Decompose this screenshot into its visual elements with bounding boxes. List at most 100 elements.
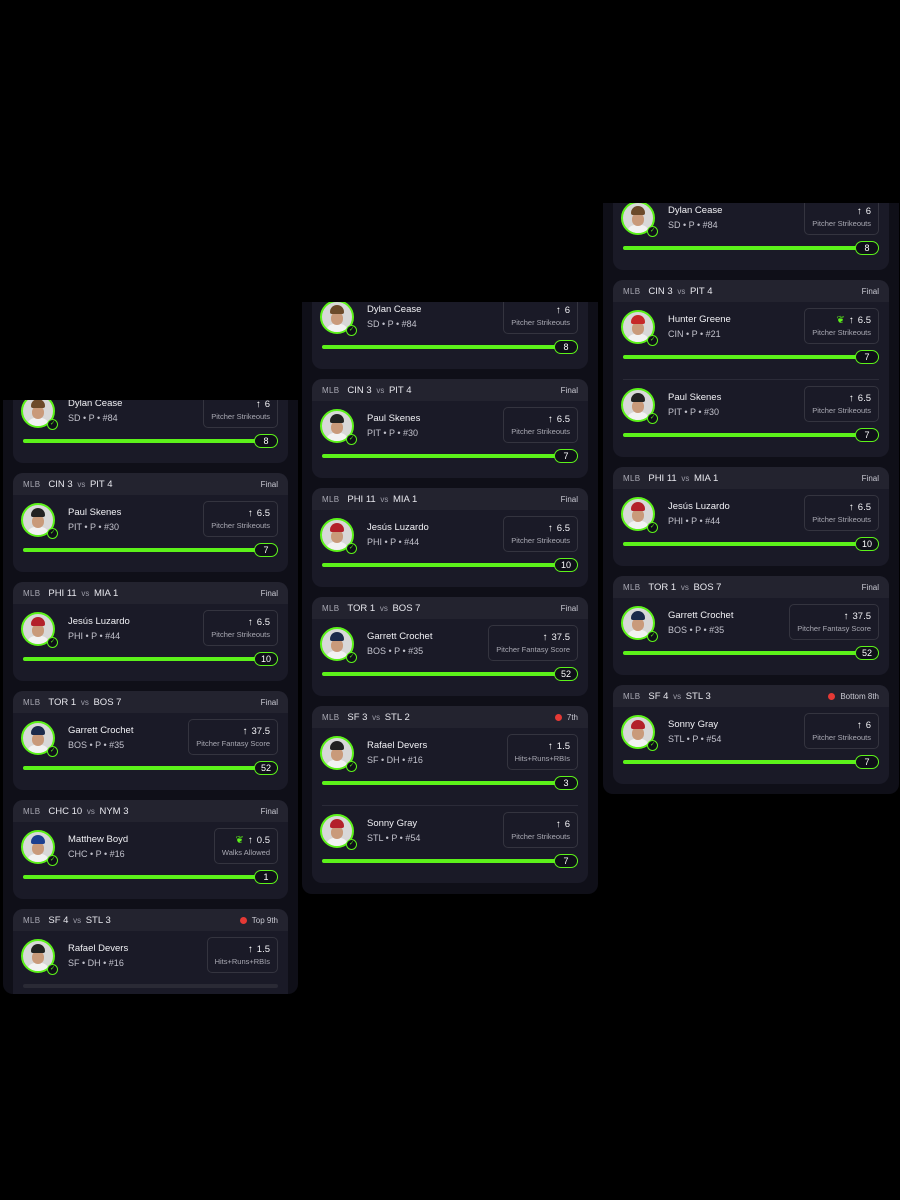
player-name: Paul Skenes	[668, 392, 722, 403]
away-score: 11	[365, 493, 376, 505]
progress-fill	[322, 781, 578, 785]
away-score: 3	[67, 478, 73, 490]
league-label: MLB	[623, 473, 641, 483]
game-card[interactable]: MLB PHI 11 vs MIA 1 Final ✓ Jesús Luzardo PHI…	[13, 582, 288, 681]
check-icon: ✓	[47, 637, 58, 648]
prop-line-box[interactable]: ↑ 6.5 Pitcher Strikeouts	[503, 516, 578, 552]
matchup: TOR 1 vs BOS 7	[648, 582, 721, 593]
prop-line-box[interactable]: ↑ 37.5 Pitcher Fantasy Score	[789, 604, 879, 640]
prop-stat-label: Hits+Runs+RBIs	[214, 957, 270, 966]
progress-bar: 10	[623, 537, 879, 551]
game-status: Bottom 8th	[828, 692, 879, 701]
prop-value: 6	[865, 720, 871, 731]
avatar-face	[331, 826, 343, 839]
game-card[interactable]: MLB SF 4 vs STL 3 Bottom 8th ✓ Sonny Gray STL…	[613, 685, 889, 784]
arrow-up-icon: ↑	[848, 502, 854, 513]
game-card[interactable]: MLB TOR 1 vs BOS 7 Final ✓ Garrett Crochet BO…	[13, 691, 288, 790]
prop-line-box[interactable]: ↑ 6 Pitcher Strikeouts	[503, 302, 578, 334]
game-card[interactable]: ✓ Dylan Cease SD • P • #84 ↑ 6 Pitcher Strike…	[312, 302, 588, 369]
home-score: 1	[713, 472, 719, 484]
prop-line: ↑ 6.5	[548, 414, 570, 425]
game-card[interactable]: MLB PHI 11 vs MIA 1 Final ✓ Jesús Luzardo PHI…	[312, 488, 588, 587]
player-avatar	[320, 518, 354, 552]
player-row[interactable]: ✓ Jesús Luzardo PHI • P • #44 ↑ 6.5 Pitcher S…	[613, 489, 889, 566]
player-row[interactable]: ✓ Matthew Boyd CHC • P • #16 ❦ ↑ 0.5 Walks All…	[13, 822, 288, 899]
prop-line: ↑ 6	[857, 206, 871, 217]
player-row[interactable]: ✓ Garrett Crochet BOS • P • #35 ↑ 37.5 Pitche…	[13, 713, 288, 790]
avatar-face	[632, 213, 644, 226]
prop-line-box[interactable]: ❦ ↑ 0.5 Walks Allowed	[213, 828, 278, 864]
actual-stat-badge: 52	[254, 761, 278, 775]
avatar-face	[32, 515, 44, 528]
prop-line-box[interactable]: ↑ 37.5 Pitcher Fantasy Score	[488, 625, 578, 661]
avatar-face	[632, 400, 644, 413]
game-card[interactable]: MLB TOR 1 vs BOS 7 Final ✓ Garrett Crochet BO…	[613, 576, 889, 675]
player-row[interactable]: ✓ Jesús Luzardo PHI • P • #44 ↑ 6.5 Pitcher S…	[13, 604, 288, 681]
away-score: 1	[369, 602, 376, 614]
arrow-up-icon: ↑	[856, 206, 862, 217]
player-meta: STL • P • #54	[668, 734, 722, 744]
status-label: Final	[260, 479, 278, 489]
game-card[interactable]: ✓ Dylan Cease SD • P • #84 ↑ 6 Pitcher Strike…	[613, 203, 889, 270]
prop-line-box[interactable]: ↑ 6.5 Pitcher Strikeouts	[503, 407, 578, 443]
prop-line-box[interactable]: ↑ 6.5 Pitcher Strikeouts	[203, 501, 278, 537]
check-icon: ✓	[346, 652, 357, 663]
game-card[interactable]: MLB CHC 10 vs NYM 3 Final ✓ Matthew Boyd CHC …	[13, 800, 288, 899]
prop-line-box[interactable]: ↑ 1.5 Hits+Runs+RBIs	[506, 734, 578, 770]
player-row[interactable]: ✓ Garrett Crochet BOS • P • #35 ↑ 37.5 Pitche…	[613, 598, 889, 675]
player-row[interactable]: ✓ Dylan Cease SD • P • #84 ↑ 6 Pitcher Strike…	[613, 203, 889, 270]
game-card[interactable]: MLB TOR 1 vs BOS 7 Final ✓ Garrett Crochet BO…	[312, 597, 588, 696]
player-row[interactable]: ✓ Jesús Luzardo PHI • P • #44 ↑ 6.5 Pitcher S…	[312, 510, 588, 587]
check-icon: ✓	[346, 839, 357, 850]
game-card[interactable]: ✓ Dylan Cease SD • P • #84 ↑ 6 Pitcher Strike…	[13, 400, 288, 463]
game-card[interactable]: MLB CIN 3 vs PIT 4 Final ✓ Paul Skenes PIT • …	[13, 473, 288, 572]
player-row[interactable]: ✓ Dylan Cease SD • P • #84 ↑ 6 Pitcher Strike…	[312, 302, 588, 369]
player-row[interactable]: ✓ Rafael Devers SF • DH • #16 ↑ 1.5 Hits+Runs…	[312, 728, 588, 805]
game-status: Final	[862, 583, 879, 592]
player-row[interactable]: ✓ Hunter Greene CIN • P • #21 ❦ ↑ 6.5 Pitcher …	[613, 302, 889, 379]
game-card[interactable]: MLB CIN 3 vs PIT 4 Final ✓ Hunter Greene CIN …	[613, 280, 889, 457]
prop-line-box[interactable]: ↑ 6 Pitcher Strikeouts	[503, 812, 578, 848]
player-row[interactable]: ✓ Sonny Gray STL • P • #54 ↑ 6 Pitcher Strike…	[320, 805, 578, 883]
player-meta: PIT • P • #30	[68, 522, 119, 532]
arrow-up-icon: ↑	[247, 617, 253, 628]
goblin-icon: ❦	[235, 835, 244, 846]
game-card[interactable]: MLB SF 3 vs STL 2 7th ✓ Rafael Devers SF • DH…	[312, 706, 588, 883]
avatar-jersey	[27, 636, 49, 644]
player-name: Sonny Gray	[668, 719, 719, 730]
player-row[interactable]: ✓ Paul Skenes PIT • P • #30 ↑ 6.5 Pitcher Str…	[621, 379, 879, 457]
player-row[interactable]: ✓ Dylan Cease SD • P • #84 ↑ 6 Pitcher Strike…	[13, 400, 288, 463]
vs-label: vs	[380, 494, 389, 504]
prop-line-box[interactable]: ↑ 37.5 Pitcher Fantasy Score	[188, 719, 278, 755]
game-card[interactable]: MLB PHI 11 vs MIA 1 Final ✓ Jesús Luzardo PHI…	[613, 467, 889, 566]
progress-bar: 3	[322, 776, 578, 790]
prop-line-box[interactable]: ↑ 6 Pitcher Strikeouts	[804, 203, 879, 235]
player-row[interactable]: ✓ Paul Skenes PIT • P • #30 ↑ 6.5 Pitcher Str…	[13, 495, 288, 572]
game-card[interactable]: MLB SF 4 vs STL 3 Top 9th ✓ Rafael Devers SF …	[13, 909, 288, 994]
player-row[interactable]: ✓ Paul Skenes PIT • P • #30 ↑ 6.5 Pitcher Str…	[312, 401, 588, 478]
player-row[interactable]: ✓ Rafael Devers SF • DH • #16 ↑ 1.5 Hits+Runs…	[13, 931, 288, 994]
player-meta: SD • P • #84	[668, 220, 718, 230]
live-dot-icon	[239, 916, 247, 924]
prop-line-box[interactable]: ↑ 6 Pitcher Strikeouts	[203, 400, 278, 428]
progress-bar: 7	[322, 449, 578, 463]
home-score: 4	[707, 285, 713, 297]
prop-line-box[interactable]: ↑ 1.5 Hits+Runs+RBIs	[206, 937, 278, 973]
prop-line-box[interactable]: ↑ 6.5 Pitcher Strikeouts	[804, 386, 879, 422]
matchup: CIN 3 vs PIT 4	[48, 479, 112, 490]
prop-line-box[interactable]: ↑ 6 Pitcher Strikeouts	[804, 713, 879, 749]
prop-line-box[interactable]: ❦ ↑ 6.5 Pitcher Strikeouts	[804, 308, 879, 344]
player-row[interactable]: ✓ Garrett Crochet BOS • P • #35 ↑ 37.5 Pitche…	[312, 619, 588, 696]
game-header: MLB CIN 3 vs PIT 4 Final	[13, 473, 288, 495]
prop-line: ↑ 6.5	[849, 502, 871, 513]
prop-stat-label: Walks Allowed	[221, 848, 270, 857]
player-meta: PIT • P • #30	[367, 428, 418, 438]
prop-line-box[interactable]: ↑ 6.5 Pitcher Strikeouts	[203, 610, 278, 646]
avatar-face	[331, 639, 343, 652]
game-card[interactable]: MLB CIN 3 vs PIT 4 Final ✓ Paul Skenes PIT • …	[312, 379, 588, 478]
player-avatar	[21, 721, 55, 755]
player-row[interactable]: ✓ Sonny Gray STL • P • #54 ↑ 6 Pitcher Strike…	[613, 707, 889, 784]
prop-line-box[interactable]: ↑ 6.5 Pitcher Strikeouts	[804, 495, 879, 531]
vs-label: vs	[77, 479, 86, 489]
avatar-cap	[631, 720, 645, 729]
